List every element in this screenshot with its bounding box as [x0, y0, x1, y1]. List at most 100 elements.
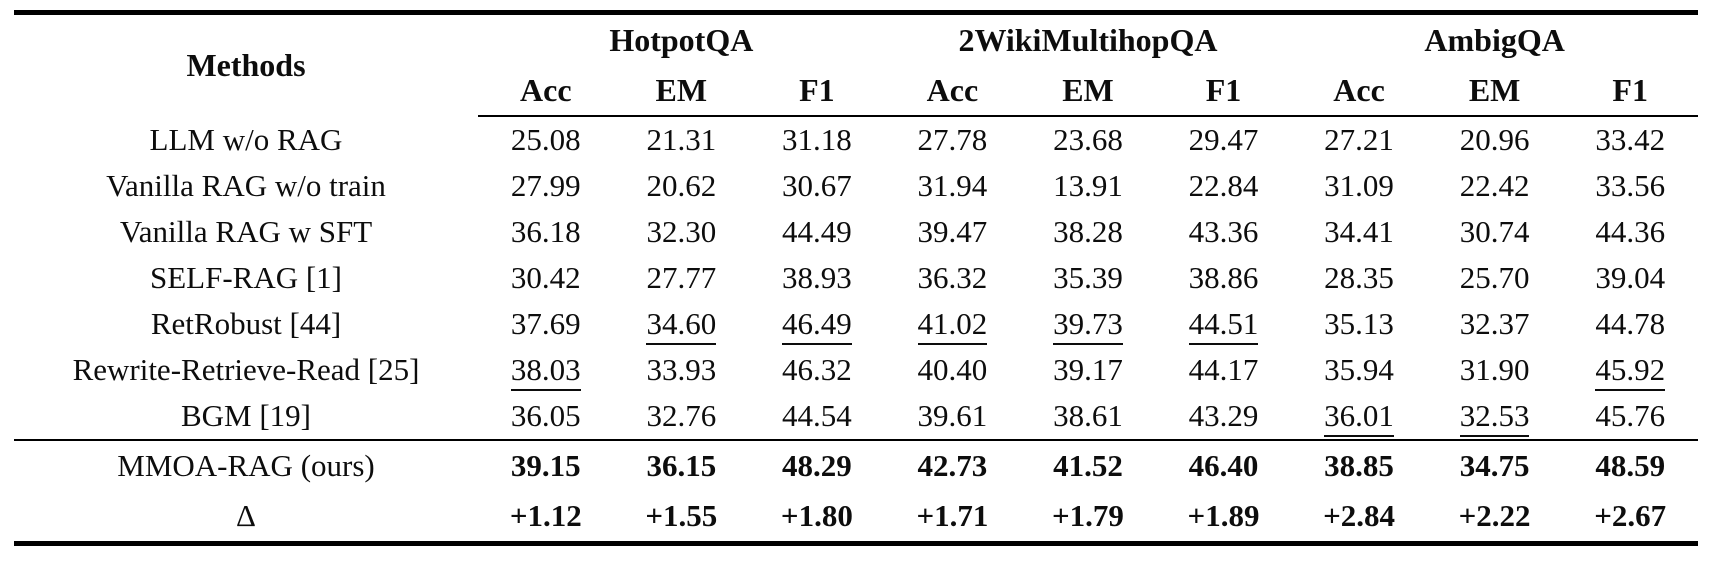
- value-cell: 36.15: [646, 448, 717, 483]
- value-cell: +2.22: [1458, 498, 1531, 533]
- table-row: LLM w/o RAG 25.08 21.31 31.18 27.78 23.68 29.4…: [14, 116, 1698, 163]
- value-cell: 32.30: [646, 214, 717, 249]
- value-cell: 45.92: [1562, 347, 1698, 393]
- table-header: Methods HotpotQA 2WikiMultihopQA AmbigQA A…: [14, 13, 1698, 117]
- value-cell: 38.61: [1020, 393, 1156, 441]
- value-cell: 34.41: [1324, 214, 1394, 249]
- metric-header-hotpotqa-em: EM: [613, 65, 750, 117]
- value-cell: 37.69: [510, 306, 581, 341]
- dataset-header-2wikimultihopqa: 2WikiMultihopQA: [958, 21, 1218, 58]
- value-cell: 32.37: [1459, 306, 1530, 341]
- value-cell: 48.59: [1595, 448, 1666, 483]
- underlined-value: 45.92: [1595, 352, 1666, 391]
- value-cell: +2.84: [1323, 498, 1396, 533]
- underlined-value: 38.03: [510, 352, 581, 391]
- method-cell-bgm-19: BGM [19]: [14, 393, 478, 441]
- metric-header-2wikimultihopqa-em: EM: [1020, 65, 1156, 117]
- table-row: BGM [19] 36.05 32.76 44.54 39.61 38.61 43.29 36…: [14, 393, 1698, 441]
- value-cell: 44.51: [1156, 301, 1292, 347]
- value-cell: 27.21: [1324, 122, 1394, 157]
- dataset-header-ambigqa: AmbigQA: [1424, 21, 1565, 58]
- underlined-value: 41.02: [917, 306, 988, 345]
- value-cell: 31.09: [1324, 168, 1394, 203]
- value-cell: 33.56: [1595, 168, 1666, 203]
- value-cell: 46.32: [781, 352, 852, 387]
- value-cell: 25.08: [510, 122, 581, 157]
- value-cell: 43.36: [1188, 214, 1259, 249]
- method-cell-mmoa-rag-ours: MMOA-RAG (ours): [117, 448, 375, 483]
- value-cell: +1.71: [916, 498, 989, 533]
- value-cell: 36.18: [510, 214, 581, 249]
- value-cell: 43.29: [1155, 393, 1292, 441]
- results-table: Methods HotpotQA 2WikiMultihopQA AmbigQA A…: [14, 10, 1698, 546]
- underlined-value: 32.53: [1459, 398, 1530, 437]
- value-cell: 22.42: [1459, 168, 1530, 203]
- value-cell: 44.49: [781, 214, 852, 249]
- value-cell: 42.73: [917, 448, 988, 483]
- value-cell: 33.42: [1595, 122, 1666, 157]
- value-cell: +1.12: [509, 498, 582, 533]
- value-cell: 22.84: [1188, 168, 1259, 203]
- value-cell: 35.94: [1324, 352, 1394, 387]
- value-cell: 21.31: [646, 122, 717, 157]
- value-cell: 36.32: [917, 260, 988, 295]
- value-cell: 33.93: [646, 352, 717, 387]
- value-cell: 39.61: [884, 393, 1021, 441]
- value-cell: 44.78: [1595, 306, 1666, 341]
- value-cell: 35.39: [1053, 260, 1123, 295]
- table-summary: MMOA-RAG (ours) 39.15 36.15 48.29 42.73 41.52…: [14, 440, 1698, 544]
- value-cell: 36.01: [1291, 393, 1427, 441]
- value-cell: 44.36: [1595, 214, 1666, 249]
- header-row-datasets: Methods HotpotQA 2WikiMultihopQA AmbigQA: [14, 13, 1698, 84]
- value-cell: +1.79: [1052, 498, 1124, 533]
- table-body: LLM w/o RAG 25.08 21.31 31.18 27.78 23.68 29.4…: [14, 116, 1698, 441]
- value-cell: 25.70: [1459, 260, 1530, 295]
- underlined-value: 39.73: [1053, 306, 1123, 345]
- underlined-value: 34.60: [646, 306, 717, 345]
- value-cell: 29.47: [1188, 122, 1259, 157]
- value-cell: 27.99: [510, 168, 581, 203]
- value-cell: 36.05: [478, 393, 614, 441]
- value-cell: 38.03: [478, 347, 614, 393]
- value-cell: 23.68: [1053, 122, 1123, 157]
- summary-row: Δ +1.12 +1.55 +1.80 +1.71 +1.79 +1.89 +2.84 +2.2…: [14, 491, 1698, 544]
- value-cell: +1.55: [645, 498, 718, 533]
- value-cell: 34.75: [1459, 448, 1530, 483]
- value-cell: 45.76: [1562, 393, 1698, 441]
- header-row-metrics: Acc EM F1 Acc EM F1 Acc EM F1: [14, 65, 1698, 117]
- value-cell: 48.29: [781, 448, 852, 483]
- metric-header-ambigqa-em: EM: [1426, 65, 1563, 117]
- value-cell: 28.35: [1324, 260, 1394, 295]
- metric-header-hotpotqa-f1: F1: [749, 65, 885, 117]
- value-cell: +2.67: [1594, 498, 1667, 533]
- method-cell-vanilla-rag-w-o-train: Vanilla RAG w/o train: [106, 168, 386, 203]
- value-cell: 31.90: [1459, 352, 1530, 387]
- value-cell: 35.13: [1324, 306, 1394, 341]
- value-cell: +1.89: [1187, 498, 1260, 533]
- table-row: RetRobust [44] 37.69 34.60 46.49 41.02 39.73 4…: [14, 301, 1698, 347]
- value-cell: 38.86: [1188, 260, 1259, 295]
- methods-column-header: Methods: [186, 47, 306, 83]
- metric-header-2wikimultihopqa-acc: Acc: [884, 65, 1021, 117]
- value-cell: 20.62: [646, 168, 717, 203]
- underlined-value: 46.49: [781, 306, 852, 345]
- method-cell-retrobust-44: RetRobust [44]: [150, 306, 342, 341]
- metric-header-ambigqa-f1: F1: [1562, 65, 1698, 117]
- method-cell-vanilla-rag-w-sft: Vanilla RAG w SFT: [119, 214, 373, 249]
- value-cell: 27.77: [646, 260, 717, 295]
- value-cell: 40.40: [917, 352, 988, 387]
- value-cell: 31.94: [917, 168, 988, 203]
- value-cell: +1.80: [780, 498, 853, 533]
- dataset-header-hotpotqa: HotpotQA: [609, 21, 754, 58]
- value-cell: 44.17: [1188, 352, 1259, 387]
- underlined-value: 44.51: [1188, 306, 1259, 345]
- value-cell: 46.40: [1188, 448, 1259, 483]
- value-cell: 39.04: [1595, 260, 1666, 295]
- value-cell: 39.47: [917, 214, 988, 249]
- value-cell: 30.74: [1459, 214, 1530, 249]
- metric-header-ambigqa-acc: Acc: [1291, 65, 1427, 117]
- value-cell: 41.52: [1053, 448, 1123, 483]
- table-row: Rewrite-Retrieve-Read [25] 38.03 33.93 46.3…: [14, 347, 1698, 393]
- value-cell: 38.28: [1053, 214, 1123, 249]
- value-cell: 30.42: [510, 260, 581, 295]
